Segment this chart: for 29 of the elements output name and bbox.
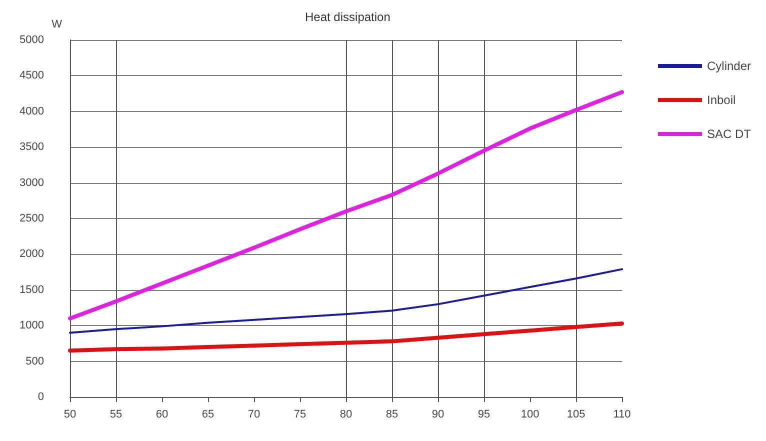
legend-label: SAC DT [706,127,752,141]
y-tick-label: 3000 [20,176,44,189]
legend-label: Cylinder [706,59,752,73]
legend-label: Inboil [706,93,736,107]
x-tick-label: 95 [478,408,490,420]
y-tick-label: 2000 [20,248,44,260]
y-tick-label: 0 [38,391,44,403]
y-tick-label: 3500 [20,141,44,154]
x-tick-label: 90 [432,408,444,420]
y-tick-label: 500 [26,355,44,368]
y-tick-label: 4500 [20,70,44,82]
x-tick-label: 100 [520,408,540,420]
x-tick-label: 85 [386,408,398,420]
y-axis-title: W [52,18,63,30]
x-tick-label: 60 [156,408,168,420]
x-tick-label: 70 [248,408,260,420]
x-tick-label: 50 [64,408,76,420]
y-tick-label: 5000 [20,34,44,46]
x-tick-label: 55 [110,408,122,420]
y-tick-label: 4000 [20,105,44,118]
chart-title: Heat dissipation [305,10,390,24]
y-tick-label: 2500 [20,212,44,224]
y-tick-label: 1500 [20,284,44,296]
x-tick-label: 75 [294,408,306,420]
x-tick-label: 110 [613,408,631,420]
y-tick-label: 1000 [20,320,44,332]
x-tick-label: 80 [340,408,352,420]
x-tick-label: 65 [202,408,214,420]
x-tick-label: 105 [566,408,586,420]
